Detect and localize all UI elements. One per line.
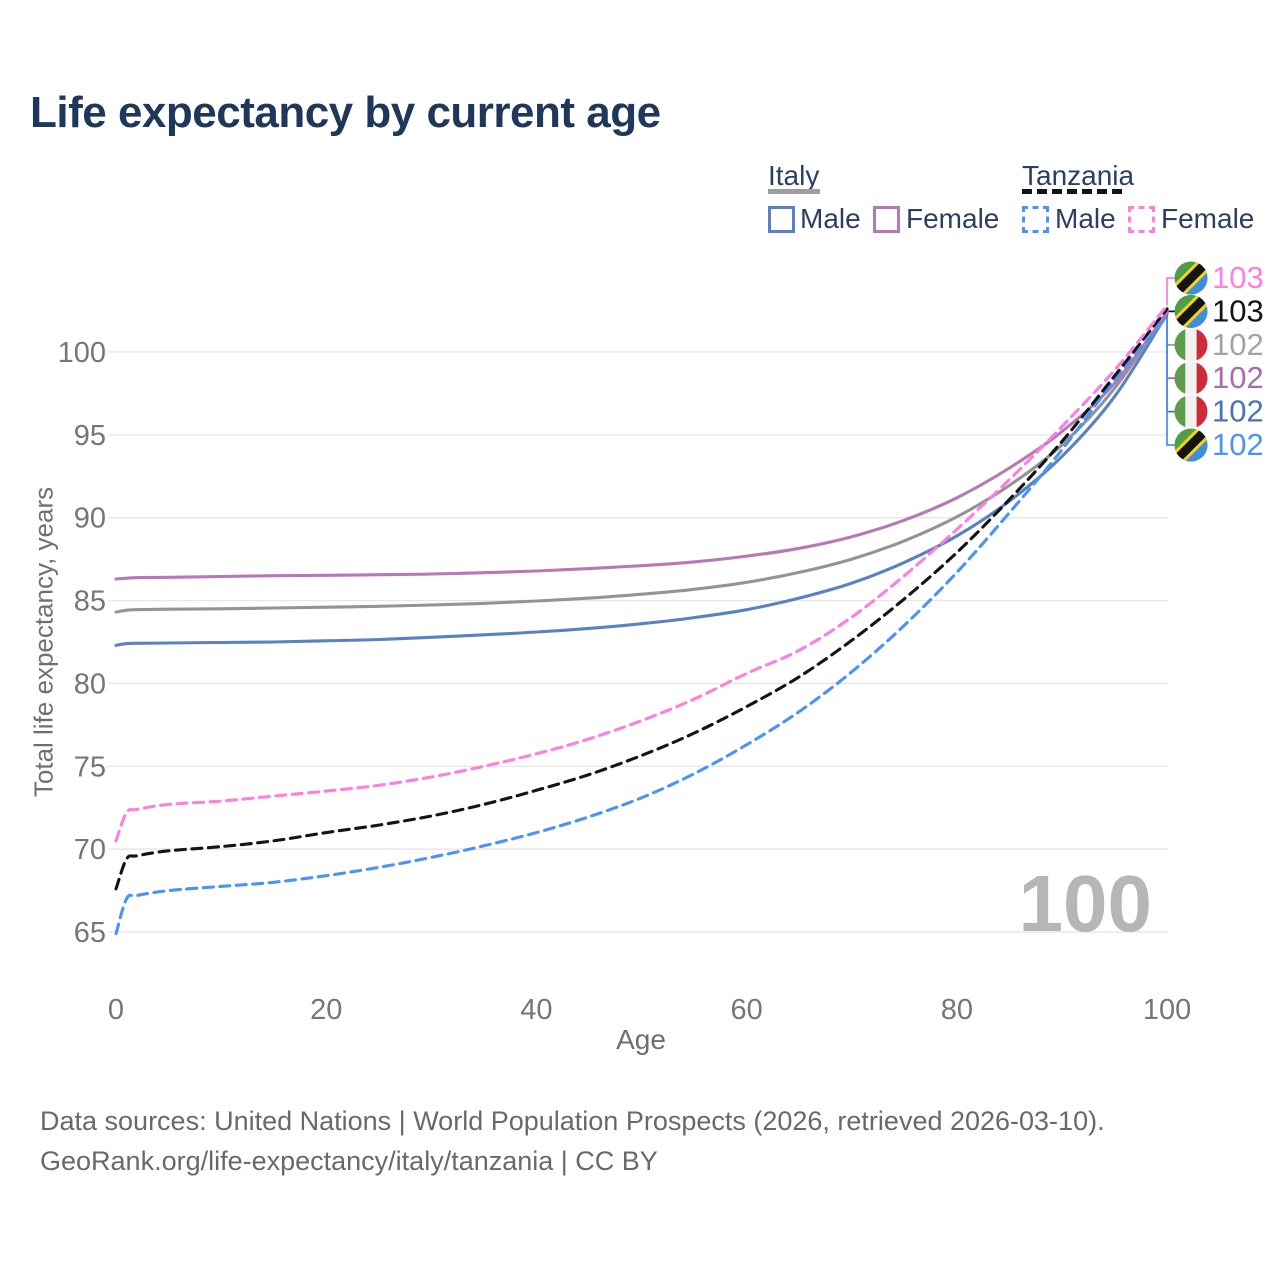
legend-swatch-italy-male[interactable] <box>768 206 795 233</box>
y-tick-90: 90 <box>74 503 106 535</box>
legend-underline-italy <box>768 189 820 194</box>
flag-icon-tz-0 <box>1174 261 1208 295</box>
y-tick-100: 100 <box>58 337 106 369</box>
flag-icon-it-3 <box>1174 361 1208 395</box>
series-line-italy-female[interactable] <box>114 310 1169 581</box>
age-frame-watermark: 100 <box>1018 859 1152 948</box>
leader-line-italy-total <box>1166 311 1176 346</box>
x-tick-20: 20 <box>310 994 342 1026</box>
page-title: Life expectancy by current age <box>30 88 661 137</box>
series-line-italy-male[interactable] <box>114 312 1169 647</box>
legend-group-italy: Italy <box>768 160 820 191</box>
end-label-italy-female: 102 <box>1212 360 1264 395</box>
legend-swatch-tanzania-female[interactable] <box>1128 206 1155 233</box>
leader-line-italy-male <box>1166 313 1176 413</box>
flag-icon-it-2 <box>1174 328 1208 362</box>
legend-label-italy-male[interactable]: Male <box>800 203 861 234</box>
x-tick-60: 60 <box>731 994 763 1026</box>
end-label-italy-male: 102 <box>1212 394 1264 429</box>
y-tick-95: 95 <box>74 420 106 452</box>
legend-label-tanzania-female[interactable]: Female <box>1161 203 1255 234</box>
series-line-tanzania-male[interactable] <box>114 314 1169 936</box>
x-tick-40: 40 <box>520 994 552 1026</box>
series-line-tanzania-total[interactable] <box>114 307 1169 891</box>
legend-group-tanzania: Tanzania <box>1022 160 1135 191</box>
legend-label-tanzania-male[interactable]: Male <box>1055 203 1116 234</box>
y-tick-70: 70 <box>74 834 106 866</box>
legend-swatch-italy-female[interactable] <box>873 206 900 233</box>
flag-icon-it-4 <box>1174 395 1208 429</box>
end-label-italy-total: 102 <box>1212 327 1264 362</box>
leader-line-tanzania-female <box>1166 277 1176 306</box>
end-label-tanzania-male: 102 <box>1212 427 1264 462</box>
y-tick-80: 80 <box>74 668 106 700</box>
legend-label-italy-female[interactable]: Female <box>906 203 1000 234</box>
x-axis-title: Age <box>616 1024 666 1055</box>
leader-line-tanzania-male <box>1166 316 1176 446</box>
flag-icon-tz-1 <box>1174 294 1208 328</box>
flag-icon-tz-5 <box>1174 428 1208 462</box>
y-axis-title: Total life expectancy, years <box>28 486 59 798</box>
x-tick-100: 100 <box>1143 994 1191 1026</box>
footer-data-sources: Data sources: United Nations | World Pop… <box>40 1106 1105 1136</box>
y-tick-85: 85 <box>74 586 106 618</box>
legend-underline-tanzania <box>1022 189 1122 194</box>
series-line-tanzania-female[interactable] <box>114 303 1169 843</box>
end-label-tanzania-total: 103 <box>1212 293 1264 328</box>
legend-swatch-tanzania-male[interactable] <box>1022 206 1049 233</box>
footer-attribution: GeoRank.org/life-expectancy/italy/tanzan… <box>40 1146 658 1176</box>
y-tick-75: 75 <box>74 751 106 783</box>
x-tick-0: 0 <box>108 994 124 1026</box>
end-label-tanzania-female: 103 <box>1212 260 1264 295</box>
x-tick-80: 80 <box>941 994 973 1026</box>
y-tick-65: 65 <box>74 917 106 949</box>
